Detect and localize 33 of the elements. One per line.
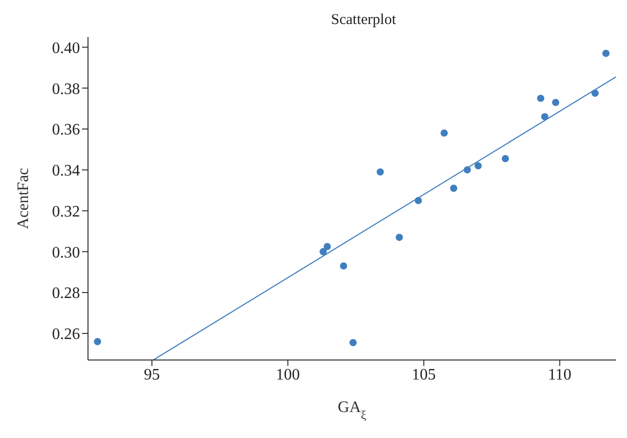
point xyxy=(440,129,448,137)
point xyxy=(450,184,458,192)
point xyxy=(340,262,348,270)
x-tick-label: 95 xyxy=(144,366,160,384)
y-tick-label: 0.30 xyxy=(52,244,80,262)
point xyxy=(320,248,327,256)
point xyxy=(502,155,509,162)
y-tick-label: 0.28 xyxy=(52,285,80,302)
point xyxy=(349,339,357,346)
point xyxy=(396,234,403,241)
chart-title: Scatterplot xyxy=(330,12,397,29)
point xyxy=(474,162,482,170)
y-tick-label: 0.40 xyxy=(52,40,80,57)
point xyxy=(376,168,384,176)
point xyxy=(94,338,102,346)
y-tick-label: 0.36 xyxy=(52,122,80,139)
point xyxy=(324,242,331,250)
x-tick-label: 105 xyxy=(412,366,436,384)
x-tick-label: 110 xyxy=(548,366,572,384)
y-tick-label: 0.32 xyxy=(52,203,80,220)
x-axis-title: GA$_{ξ}$ xyxy=(338,399,367,422)
point xyxy=(537,94,544,102)
point xyxy=(591,90,599,97)
y-tick-label: 0.26 xyxy=(52,326,80,344)
y-axis-title: AcentFac xyxy=(15,168,32,230)
x-tick-label: 100 xyxy=(276,366,300,384)
y-tick-label: 0.38 xyxy=(52,80,80,98)
point xyxy=(602,50,610,57)
point xyxy=(414,196,422,204)
point xyxy=(541,113,548,120)
point xyxy=(552,98,560,106)
y-tick-label: 0.34 xyxy=(52,162,80,180)
point xyxy=(464,166,471,174)
